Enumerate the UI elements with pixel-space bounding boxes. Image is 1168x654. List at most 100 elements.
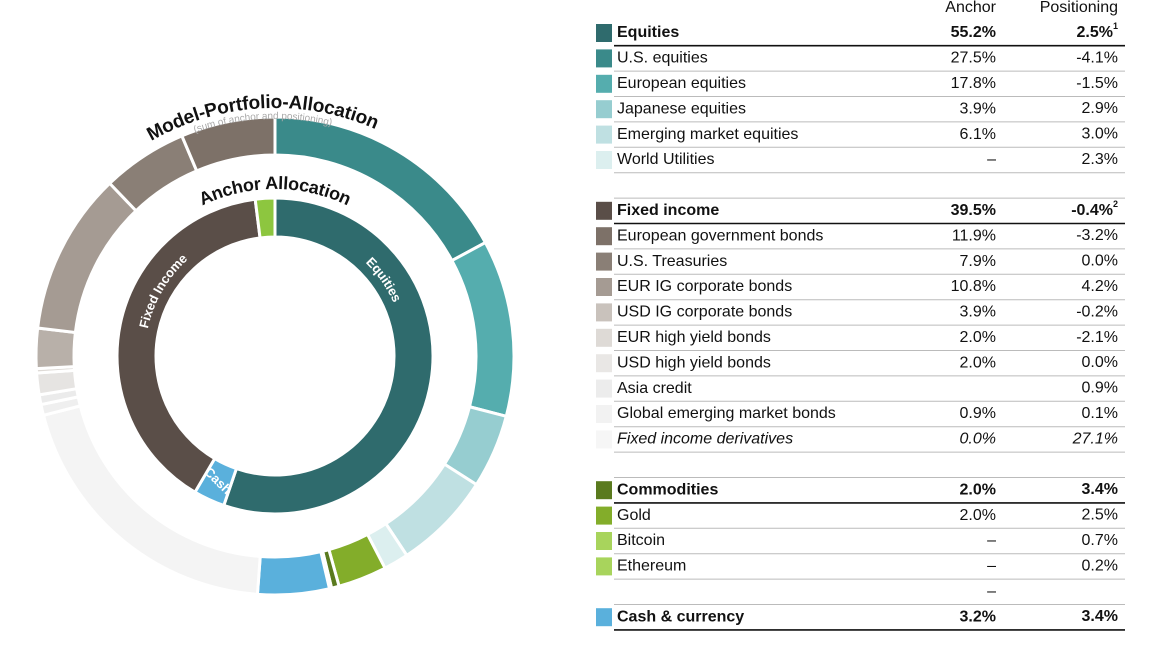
row-label: USD IG corporate bonds [617,304,792,321]
anchor-value: 27.5% [951,50,996,67]
positioning-text: 2.3% [1082,151,1118,168]
row-label: Emerging market equities [617,126,798,143]
positioning-text: 2.9% [1082,100,1118,117]
positioning-value: 3.4% [1082,481,1118,498]
swatch [596,379,612,398]
positioning-text: -0.2% [1076,304,1118,321]
swatch [596,303,612,322]
anchor-value: 3.2% [960,608,996,625]
positioning-value: 0.9% [1082,380,1118,397]
anchor-value: 10.8% [951,278,996,295]
row-label: U.S. Treasuries [617,253,727,270]
positioning-text: -4.1% [1076,50,1118,67]
row-label: World Utilities [617,151,715,168]
anchor-value: – [987,583,996,600]
positioning-value: 2.9% [1082,100,1118,117]
positioning-value: -0.2% [1076,304,1118,321]
positioning-text: 27.1% [1072,431,1118,448]
anchor-value: 3.9% [960,304,996,321]
swatch [596,24,612,42]
positioning-value: 0.2% [1082,558,1118,575]
swatch [596,557,612,576]
header-positioning: Positioning [1040,0,1118,16]
swatch [596,278,612,296]
positioning-value: 0.7% [1082,532,1118,549]
row-label: European government bonds [617,227,823,244]
swatch [596,201,612,220]
positioning-text: 4.2% [1082,278,1118,295]
row-label: Gold [617,507,651,524]
footnote-mark: 1 [1113,21,1118,31]
positioning-text: 0.7% [1082,532,1118,549]
positioning-text: 0.0% [1082,253,1118,270]
positioning-value: 3.4% [1082,608,1118,625]
row-label: USD high yield bonds [617,354,771,371]
swatch [596,481,612,500]
inner-segment [115,197,262,495]
row-label: Fixed income [617,202,719,219]
swatch [596,506,612,525]
row-label: EUR high yield bonds [617,329,771,346]
row-label: Global emerging market bonds [617,405,836,422]
positioning-text: 3.4% [1082,481,1118,498]
positioning-value: 0.0% [1082,253,1118,270]
positioning-text: 0.0% [1082,354,1118,371]
anchor-value: 3.9% [960,100,996,117]
anchor-value: 6.1% [960,126,996,143]
anchor-value: 2.0% [960,481,996,498]
row-label: Cash & currency [617,608,744,625]
row-label: Commodities [617,481,718,498]
row-label: Ethereum [617,558,686,575]
row-label: U.S. equities [617,50,708,67]
swatch [596,227,612,246]
swatch [596,151,612,169]
swatch [596,49,612,68]
row-label: Japanese equities [617,100,746,117]
positioning-text: -3.2% [1076,227,1118,244]
positioning-text: -1.5% [1076,75,1118,92]
outer-segment [179,115,277,173]
anchor-value: 2.0% [960,507,996,524]
anchor-value: – [987,151,996,168]
swatch [596,608,612,627]
inner-segment [253,196,277,240]
positioning-text: -2.1% [1076,329,1118,346]
positioning-text: 3.0% [1082,126,1118,143]
positioning-value: -0.4%2 [1071,199,1118,219]
positioning-value: -1.5% [1076,75,1118,92]
anchor-value: 39.5% [951,202,996,219]
swatch [596,74,612,93]
swatch [596,532,612,550]
positioning-value: 27.1% [1072,431,1118,448]
positioning-value: -3.2% [1076,227,1118,244]
row-label: EUR IG corporate bonds [617,278,792,295]
swatch [596,328,612,347]
positioning-value: 2.3% [1082,151,1118,168]
positioning-text: 0.2% [1082,558,1118,575]
positioning-value: 0.0% [1082,354,1118,371]
row-label: Bitcoin [617,532,665,549]
positioning-text: -0.4% [1071,202,1113,219]
footnote-mark: 2 [1113,199,1118,209]
anchor-value: 0.9% [960,405,996,422]
row-label: Equities [617,24,679,41]
anchor-value: 17.8% [951,75,996,92]
anchor-value: – [987,558,996,575]
row-label: Fixed income derivatives [617,431,793,448]
header-anchor: Anchor [945,0,996,16]
outer-segment [449,240,516,419]
anchor-value: 0.0% [960,431,996,448]
positioning-value: -4.1% [1076,50,1118,67]
positioning-text: 2.5% [1082,507,1118,524]
inner-segment [221,196,435,516]
swatch [596,430,612,449]
positioning-text: 0.1% [1082,405,1118,422]
positioning-value: 3.0% [1082,126,1118,143]
positioning-value: 0.1% [1082,405,1118,422]
outer-segment [34,326,78,371]
positioning-value: -2.1% [1076,329,1118,346]
anchor-value: 2.0% [960,354,996,371]
row-label: Asia credit [617,380,692,397]
swatch [596,252,612,271]
